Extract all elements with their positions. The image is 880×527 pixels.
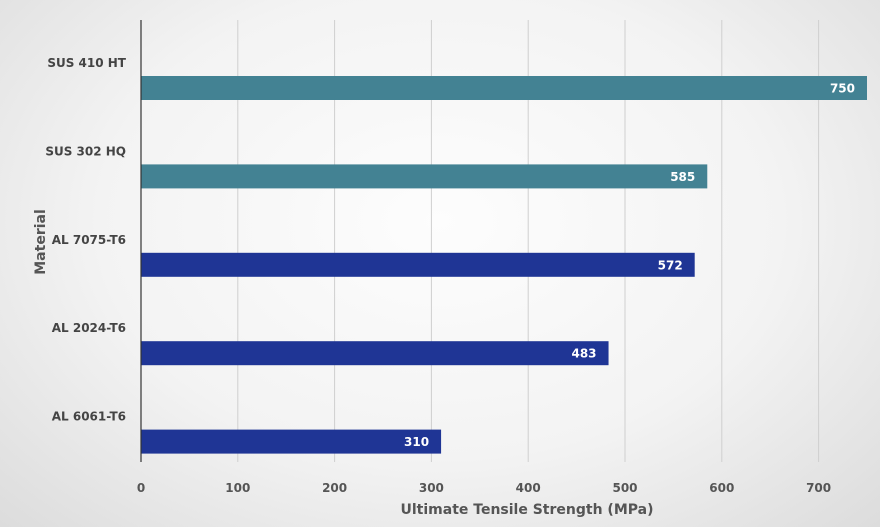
x-tick-label: 0 (137, 481, 145, 495)
x-tick-label: 400 (516, 481, 541, 495)
bar-al-2024-t6 (141, 341, 609, 366)
bar-sus-410-ht (141, 76, 867, 100)
bars: 750 585 572 483 310 (141, 76, 867, 454)
category-label: AL 7075-T6 (52, 233, 126, 247)
x-tick-label: 100 (225, 481, 250, 495)
data-label: 750 (830, 82, 855, 96)
category-label: AL 2024-T6 (52, 321, 126, 335)
data-label: 585 (670, 170, 695, 184)
data-label: 310 (404, 435, 429, 449)
axes: 0 100 200 300 400 500 600 700 SUS 410 HT SUS 302 … (45, 20, 831, 495)
bar-al-6061-t6 (141, 429, 442, 454)
x-tick-label: 200 (322, 481, 347, 495)
y-axis-title: Material (33, 209, 49, 275)
x-tick-label: 600 (709, 481, 734, 495)
data-label: 483 (571, 347, 596, 361)
x-tick-label: 300 (419, 481, 444, 495)
category-label: SUS 410 HT (47, 56, 126, 70)
x-tick-label: 500 (612, 481, 637, 495)
data-label: 572 (658, 258, 683, 272)
category-label: SUS 302 HQ (45, 144, 126, 158)
bar-al-7075-t6 (141, 252, 695, 277)
x-axis-title: Ultimate Tensile Strength (MPa) (401, 502, 654, 518)
x-tick-label: 700 (806, 481, 831, 495)
bar-sus-302-hq (141, 164, 708, 189)
category-label: AL 6061-T6 (52, 410, 126, 424)
